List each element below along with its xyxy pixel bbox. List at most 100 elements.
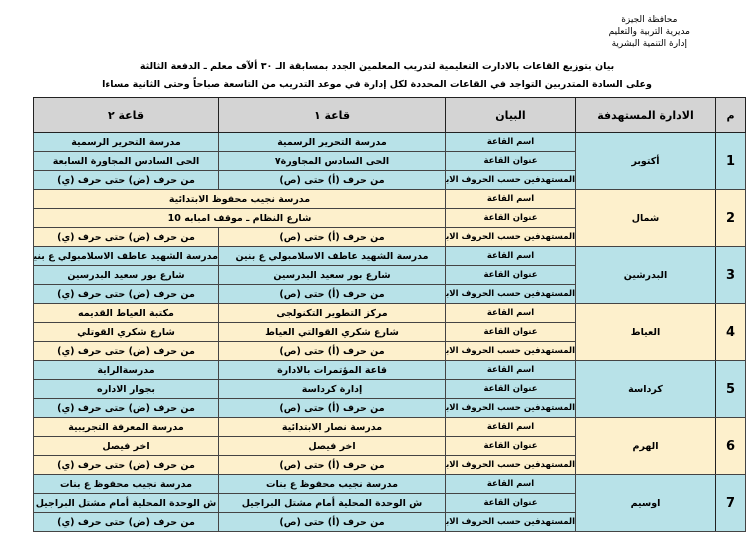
idara-name: أكتوبر <box>575 132 716 190</box>
hall2-cell: الحى السادس المجاورة السابعة <box>33 151 219 171</box>
idara-name: كرداسة <box>575 360 716 418</box>
row-label: المستهدفين حسب الحروف الابجدية <box>445 284 576 304</box>
idara-name: اوسيم <box>575 474 716 532</box>
hall-merged-cell: مدرسة نجيب محفوظ الابتدائية <box>33 189 446 209</box>
header-line: محافظة الجيزة <box>621 15 678 25</box>
hall2-cell: من حرف (ض) حتى حرف (ي) <box>33 284 219 304</box>
row-label: اسم القاعة <box>445 417 576 437</box>
row-label: المستهدفين حسب الحروف الابجدية <box>445 398 576 418</box>
hall1-cell: مدرسة نجيب محفوظ ع بنات <box>218 474 446 494</box>
hall1-cell: من حرف (أ) حتى (ص) <box>218 341 446 361</box>
document-title: بيان بتوزيع القاعات بالادارت التعليمية ل… <box>139 61 615 72</box>
hall2-cell: بجوار الاداره <box>33 379 219 399</box>
col-header-hall1: قاعة ١ <box>218 97 446 133</box>
row-label: عنوان القاعة <box>445 493 576 513</box>
table-row: المستهدفين حسب الحروف الابجديةمن حرف (أ)… <box>33 284 746 304</box>
header-line: إدارة التنمية البشرية <box>611 39 688 49</box>
idara-name: البدرشين <box>575 246 716 304</box>
hall-merged-cell: شارع النظام ـ موقف امبابه 10 <box>33 208 446 228</box>
hall1-cell: من حرف (أ) حتى (ص) <box>218 284 446 304</box>
hall1-cell: من حرف (أ) حتى (ص) <box>218 227 446 247</box>
hall2-cell: مدرسة نجيب محفوظ ع بنات <box>33 474 219 494</box>
row-number: 4 <box>715 303 746 361</box>
hall1-cell: مدرسة نصار الابتدائية <box>218 417 446 437</box>
idara-name: شمال <box>575 189 716 247</box>
hall1-cell: مركز التطوير التكنولجى <box>218 303 446 323</box>
table-row: عنوان القاعة اخر فيصل اخر فيصل <box>33 436 746 456</box>
row-label: المستهدفين حسب الحروف الابجدية <box>445 341 576 361</box>
hall2-cell: مكتبة العياط القديمه <box>33 303 219 323</box>
hall1-cell: إدارة كرداسة <box>218 379 446 399</box>
hall2-cell: من حرف (ض) حتى حرف (ي) <box>33 170 219 190</box>
row-label: اسم القاعة <box>445 474 576 494</box>
hall1-cell: ش الوحدة المحلية أمام مشتل البراجيل <box>218 493 446 513</box>
hall2-cell: مدرسةالراية <box>33 360 219 380</box>
row-number: 2 <box>715 189 746 247</box>
row-label: عنوان القاعة <box>445 151 576 171</box>
table-row: المستهدفين حسب الحروف الابجديةمن حرف (أ)… <box>33 512 746 532</box>
row-label: اسم القاعة <box>445 132 576 152</box>
hall2-cell: مدرسة التحرير الرسمية <box>33 132 219 152</box>
hall1-cell: من حرف (أ) حتى (ص) <box>218 512 446 532</box>
col-header-idara: الادارة المستهدفة <box>575 97 716 133</box>
hall1-cell: مدرسة التحرير الرسمية <box>218 132 446 152</box>
hall2-cell: مدرسة المعرفة التجريبية <box>33 417 219 437</box>
row-number: 1 <box>715 132 746 190</box>
halls-table: م الادارة المستهدفة البيان قاعة ١ قاعة ٢… <box>33 97 746 532</box>
hall1-cell: من حرف (أ) حتى (ص) <box>218 398 446 418</box>
row-label: اسم القاعة <box>445 303 576 323</box>
table-row: عنوان القاعة الحى السادس المجاورة٧ الحى ال… <box>33 151 746 171</box>
row-label: اسم القاعة <box>445 360 576 380</box>
hall2-cell: من حرف (ض) حتى حرف (ي) <box>33 455 219 475</box>
idara-name: العياط <box>575 303 716 361</box>
row-label: المستهدفين حسب الحروف الابجدية <box>445 227 576 247</box>
hall2-cell: من حرف (ض) حتى حرف (ي) <box>33 398 219 418</box>
table-row: المستهدفين حسب الحروف الابجديةمن حرف (أ)… <box>33 227 746 247</box>
hall2-cell: شارع شكري القوتلي <box>33 322 219 342</box>
table-row: المستهدفين حسب الحروف الابجديةمن حرف (أ)… <box>33 398 746 418</box>
row-label: المستهدفين حسب الحروف الابجدية <box>445 512 576 532</box>
table-row: عنوان القاعة ش الوحدة المحلية أمام مشتل ا… <box>33 493 746 513</box>
hall2-cell: شارع بور سعيد البدرسين <box>33 265 219 285</box>
row-number: 5 <box>715 360 746 418</box>
row-label: عنوان القاعة <box>445 208 576 228</box>
hall1-cell: من حرف (أ) حتى (ص) <box>218 170 446 190</box>
row-label: عنوان القاعة <box>445 265 576 285</box>
hall1-cell: مدرسة الشهيد عاطف الاسلامبولي ع بنين <box>218 246 446 266</box>
table-row: 7 اوسيم اسم القاعة مدرسة نجيب محفوظ ع بنات م… <box>33 474 746 532</box>
row-label: المستهدفين حسب الحروف الابجدية <box>445 170 576 190</box>
header-line: مديرية التربية والتعليم <box>608 27 690 37</box>
hall2-cell: ش الوحدة المحلية أمام مشتل البراجيل <box>33 493 219 513</box>
table-row: المستهدفين حسب الحروف الابجديةمن حرف (أ)… <box>33 455 746 475</box>
idara-name: الهرم <box>575 417 716 475</box>
table-row: عنوان القاعة شارع شكري القوالتي العياط شار… <box>33 322 746 342</box>
row-label: عنوان القاعة <box>445 322 576 342</box>
table-row: 5 كرداسة اسم القاعة قاعة المؤتمرات بالادارة… <box>33 360 746 418</box>
hall2-cell: مدرسة الشهيد عاطف الاسلامبولي ع بنين <box>33 246 219 266</box>
row-number: 3 <box>715 246 746 304</box>
hall1-cell: شارع بور سعيد البدرسين <box>218 265 446 285</box>
table-row: 3 البدرشين اسم القاعة مدرسة الشهيد عاطف الا… <box>33 246 746 304</box>
row-label: عنوان القاعة <box>445 436 576 456</box>
table-row: عنوان القاعة شارع بور سعيد البدرسين شارع ب… <box>33 265 746 285</box>
table-row: 2 شمال اسم القاعة مدرسة نجيب محفوظ الابتدائ… <box>33 189 746 247</box>
row-label: المستهدفين حسب الحروف الابجدية <box>445 455 576 475</box>
hall1-cell: من حرف (أ) حتى (ص) <box>218 455 446 475</box>
table-row: 6 الهرم اسم القاعة مدرسة نصار الابتدائية مدر… <box>33 417 746 475</box>
row-label: اسم القاعة <box>445 246 576 266</box>
col-header-bayan: البيان <box>445 97 576 133</box>
hall2-cell: اخر فيصل <box>33 436 219 456</box>
hall1-cell: اخر فيصل <box>218 436 446 456</box>
col-header-hall2: قاعة ٢ <box>33 97 219 133</box>
row-label: عنوان القاعة <box>445 379 576 399</box>
hall2-cell: من حرف (ض) حتى حرف (ي) <box>33 227 219 247</box>
row-label: اسم القاعة <box>445 189 576 209</box>
hall1-cell: قاعة المؤتمرات بالادارة <box>218 360 446 380</box>
table-row: 1 أكتوبر اسم القاعة مدرسة التحرير الرسمية مد… <box>33 132 746 190</box>
hall1-cell: الحى السادس المجاورة٧ <box>218 151 446 171</box>
hall2-cell: من حرف (ض) حتى حرف (ي) <box>33 341 219 361</box>
row-number: 7 <box>715 474 746 532</box>
hall2-cell: من حرف (ض) حتى حرف (ي) <box>33 512 219 532</box>
hall1-cell: شارع شكري القوالتي العياط <box>218 322 446 342</box>
document-subtitle: وعلى السادة المتدربين التواجد في القاعات… <box>102 79 652 90</box>
